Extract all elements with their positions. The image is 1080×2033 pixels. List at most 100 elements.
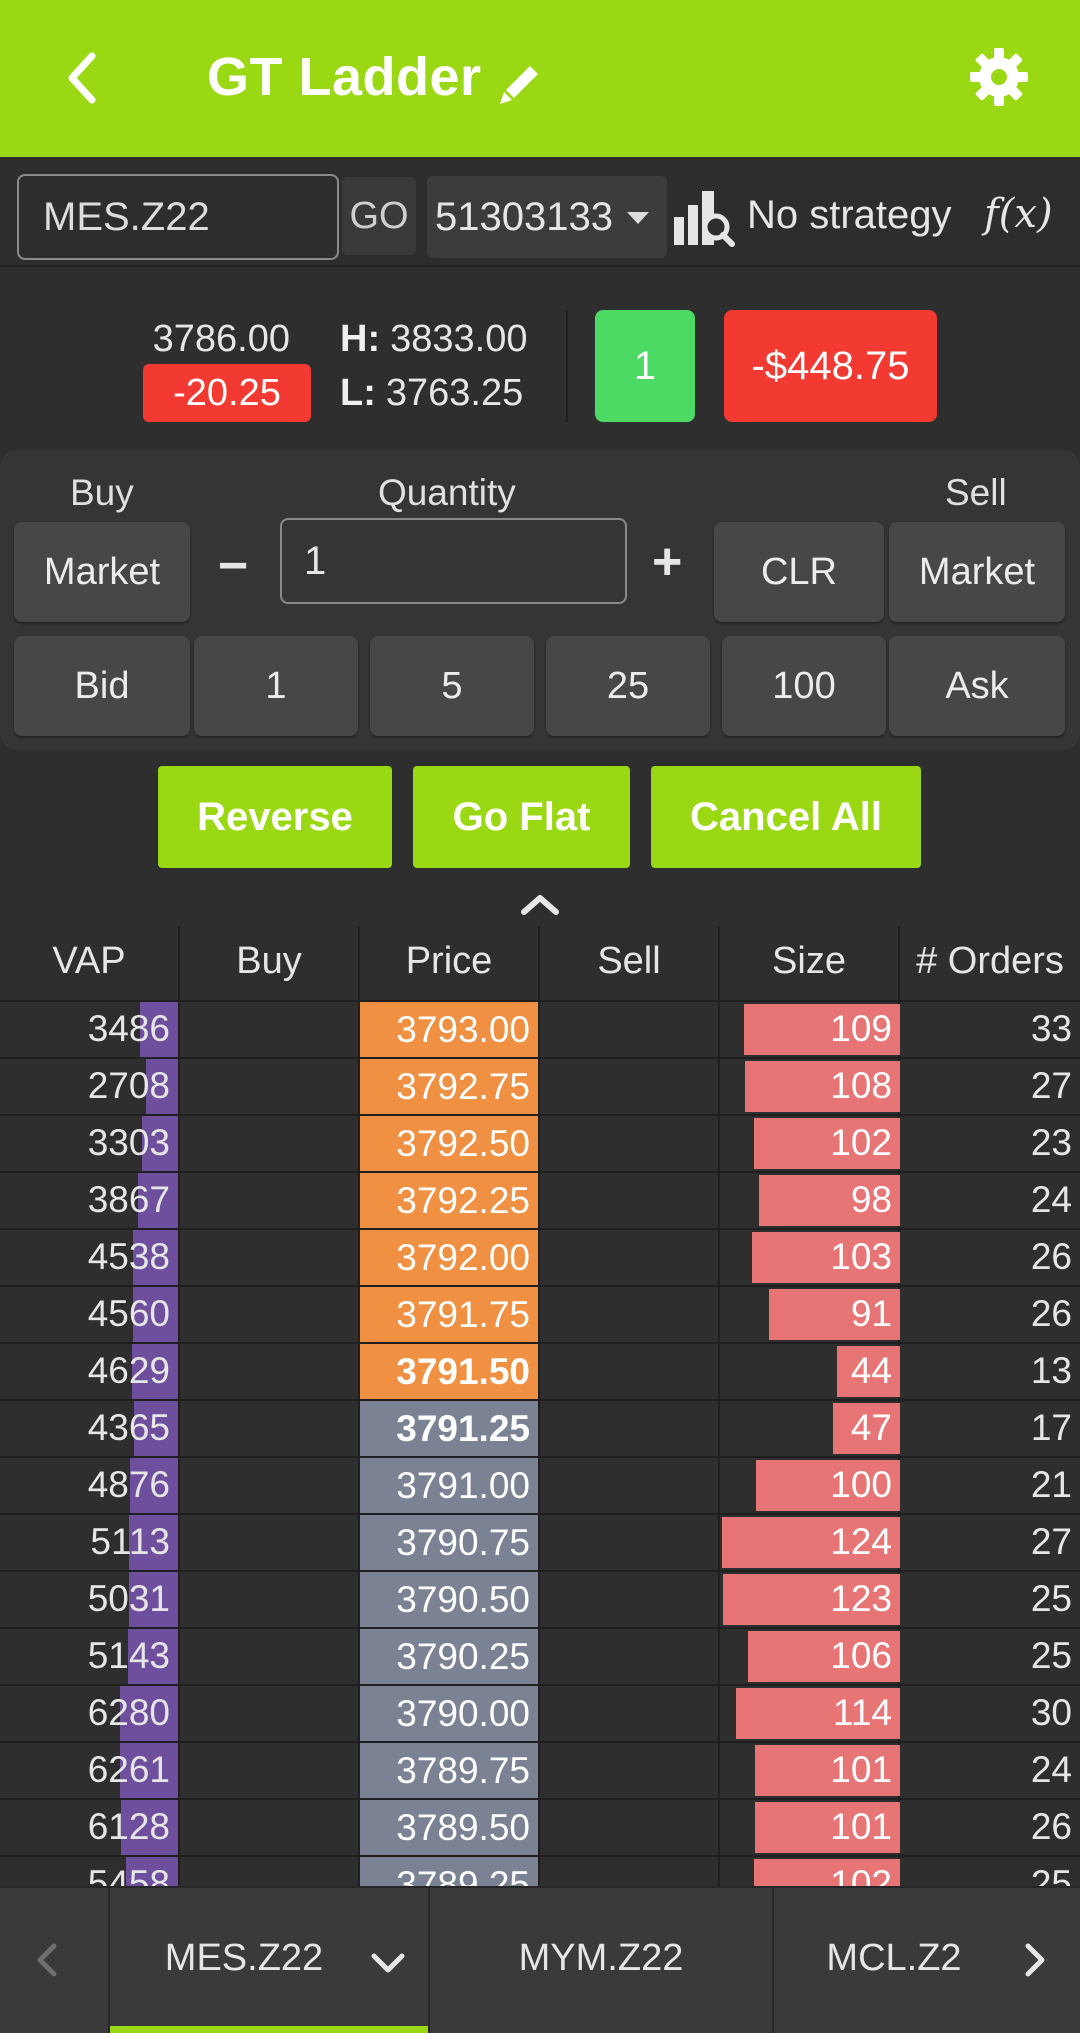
- high-value: 3833.00: [390, 318, 528, 360]
- clear-button[interactable]: CLR: [714, 522, 884, 622]
- size-value: 108: [830, 1065, 892, 1106]
- tab-label: MES.Z22: [164, 1937, 324, 1979]
- quantity-label: Quantity: [378, 472, 516, 513]
- ask-button[interactable]: Ask: [889, 636, 1065, 736]
- preset-100-button[interactable]: 100: [722, 636, 886, 736]
- ladder-row[interactable]: 6261 3789.75 101 24: [0, 1741, 1080, 1798]
- symbol-input[interactable]: MES.Z22: [17, 174, 339, 260]
- price-cell[interactable]: 3792.50: [360, 1116, 538, 1171]
- orders-value: 25: [1030, 1578, 1072, 1619]
- ladder-row[interactable]: 3867 3792.25 98 24: [0, 1171, 1080, 1228]
- back-arrow-icon[interactable]: [52, 42, 112, 112]
- price-cell[interactable]: 3790.50: [360, 1572, 538, 1627]
- edit-pencil-icon[interactable]: [494, 58, 546, 110]
- orders-value: 25: [1030, 1635, 1072, 1676]
- price-cell[interactable]: 3791.75: [360, 1287, 538, 1342]
- function-icon[interactable]: f(x): [984, 191, 1053, 237]
- price-cell[interactable]: 3789.25: [360, 1857, 538, 1886]
- quantity-input[interactable]: 1: [280, 518, 627, 604]
- reverse-button[interactable]: Reverse: [158, 766, 392, 868]
- price-cell[interactable]: 3793.00: [360, 1002, 538, 1057]
- size-value: 101: [830, 1749, 892, 1790]
- vap-value: 5458: [87, 1863, 170, 1886]
- price-cell[interactable]: 3790.00: [360, 1686, 538, 1741]
- account-value: 51303133: [435, 195, 613, 239]
- size-bar: [837, 1346, 900, 1397]
- preset-5-button[interactable]: 5: [370, 636, 534, 736]
- page-title: GT Ladder: [207, 47, 482, 107]
- header-vap: VAP: [52, 940, 126, 982]
- vap-value: 2708: [87, 1065, 170, 1106]
- strategy-chart-icon[interactable]: [672, 187, 736, 247]
- size-value: 98: [850, 1179, 892, 1220]
- ladder-row[interactable]: 3486 3793.00 109 33: [0, 1000, 1080, 1057]
- last-price: 3786.00: [152, 318, 290, 360]
- vap-bar: [120, 1686, 178, 1741]
- low-price: L: 3763.25: [340, 372, 523, 415]
- preset-25-button[interactable]: 25: [546, 636, 710, 736]
- tab-mcl[interactable]: MCL.Z2: [826, 1937, 962, 1979]
- ladder-row[interactable]: 5458 3789.25 102 25: [0, 1855, 1080, 1886]
- ladder-row[interactable]: 3303 3792.50 102 23: [0, 1114, 1080, 1171]
- vap-value: 4538: [87, 1236, 170, 1277]
- vap-bar: [134, 1401, 178, 1456]
- chevron-right-icon[interactable]: [1020, 1940, 1050, 1980]
- vap-bar: [146, 1059, 178, 1114]
- price-cell[interactable]: 3792.25: [360, 1173, 538, 1228]
- chevron-left-icon[interactable]: [32, 1940, 62, 1980]
- size-value: 102: [830, 1122, 892, 1163]
- position-badge[interactable]: 1: [595, 310, 695, 422]
- chevron-up-icon[interactable]: [518, 890, 562, 918]
- preset-1-button[interactable]: 1: [194, 636, 358, 736]
- chevron-down-icon[interactable]: [370, 1952, 406, 1976]
- settings-gear-icon[interactable]: [966, 44, 1032, 110]
- ladder-row[interactable]: 5113 3790.75 124 27: [0, 1513, 1080, 1570]
- ladder-row[interactable]: 6280 3790.00 114 30: [0, 1684, 1080, 1741]
- price-cell[interactable]: 3789.75: [360, 1743, 538, 1798]
- size-value: 123: [830, 1578, 892, 1619]
- ladder-row[interactable]: 6128 3789.50 101 26: [0, 1798, 1080, 1855]
- symbol-row: MES.Z22 GO 51303133 No strategy f(x): [0, 157, 1080, 267]
- account-dropdown[interactable]: 51303133: [427, 176, 667, 258]
- vap-value: 6280: [87, 1692, 170, 1733]
- size-bar: [755, 1745, 900, 1796]
- go-button[interactable]: GO: [342, 177, 416, 255]
- size-bar: [736, 1688, 900, 1739]
- ladder-row[interactable]: 4629 3791.50 44 13: [0, 1342, 1080, 1399]
- orders-value: 24: [1030, 1749, 1072, 1790]
- size-value: 124: [830, 1521, 892, 1562]
- size-bar: [754, 1859, 900, 1886]
- ladder-row[interactable]: 5143 3790.25 106 25: [0, 1627, 1080, 1684]
- price-cell[interactable]: 3792.00: [360, 1230, 538, 1285]
- ladder-row[interactable]: 4538 3792.00 103 26: [0, 1228, 1080, 1285]
- ladder-row[interactable]: 2708 3792.75 108 27: [0, 1057, 1080, 1114]
- sell-label: Sell: [945, 472, 1007, 513]
- size-value: 44: [850, 1350, 892, 1391]
- ladder-row[interactable]: 4560 3791.75 91 26: [0, 1285, 1080, 1342]
- price-cell[interactable]: 3790.25: [360, 1629, 538, 1684]
- price-cell[interactable]: 3791.25: [360, 1401, 538, 1456]
- vap-value: 3486: [87, 1008, 170, 1049]
- price-cell[interactable]: 3789.50: [360, 1800, 538, 1855]
- tab-mym[interactable]: MYM.Z22: [518, 1937, 684, 1979]
- vap-bar: [133, 1230, 178, 1285]
- ladder-row[interactable]: 4365 3791.25 47 17: [0, 1399, 1080, 1456]
- plus-icon[interactable]: +: [652, 533, 683, 591]
- low-value: 3763.25: [385, 372, 524, 414]
- bid-button[interactable]: Bid: [14, 636, 190, 736]
- price-cell[interactable]: 3791.00: [360, 1458, 538, 1513]
- pnl-badge[interactable]: -$448.75: [724, 310, 937, 422]
- buy-market-button[interactable]: Market: [14, 522, 190, 622]
- sell-market-button[interactable]: Market: [889, 522, 1065, 622]
- minus-icon[interactable]: −: [218, 537, 249, 595]
- strategy-label[interactable]: No strategy: [747, 193, 952, 237]
- price-cell[interactable]: 3792.75: [360, 1059, 538, 1114]
- orders-value: 26: [1030, 1806, 1072, 1847]
- price-cell[interactable]: 3790.75: [360, 1515, 538, 1570]
- ladder-row[interactable]: 5031 3790.50 123 25: [0, 1570, 1080, 1627]
- cancel-all-button[interactable]: Cancel All: [651, 766, 921, 868]
- go-flat-button[interactable]: Go Flat: [413, 766, 630, 868]
- vap-bar: [121, 1800, 178, 1855]
- ladder-row[interactable]: 4876 3791.00 100 21: [0, 1456, 1080, 1513]
- price-cell[interactable]: 3791.50: [360, 1344, 538, 1399]
